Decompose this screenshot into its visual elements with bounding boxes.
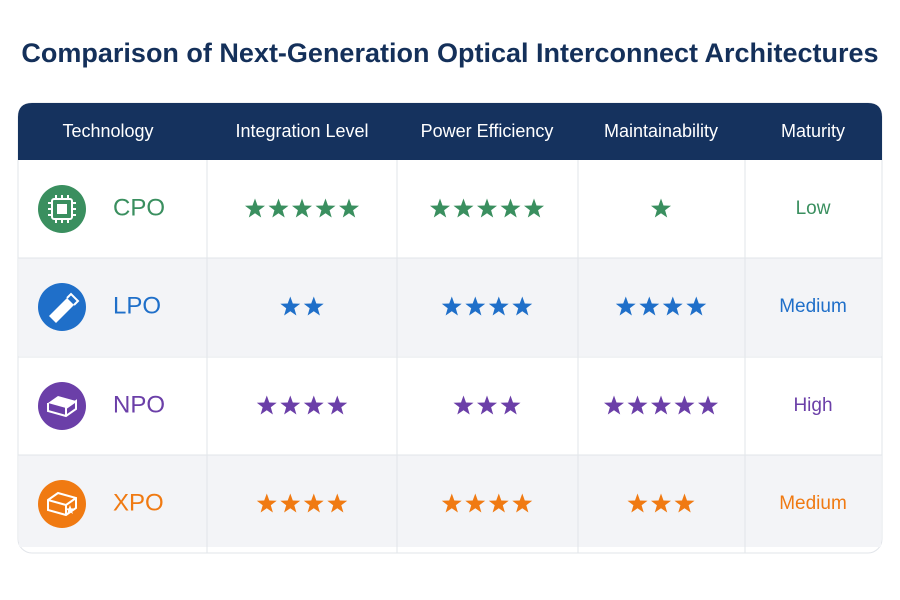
rating-star — [662, 296, 683, 316]
column-header: Technology — [62, 121, 153, 141]
technology-icon — [38, 185, 86, 233]
column-header: Maturity — [781, 121, 845, 141]
column-header: Power Efficiency — [421, 121, 554, 141]
maturity-label: Medium — [779, 493, 847, 514]
rating-star — [256, 493, 277, 513]
rating-star — [280, 296, 301, 316]
maturity-label: High — [793, 395, 832, 416]
row-background — [19, 160, 881, 258]
icon-shape — [48, 195, 76, 223]
rating-star — [500, 395, 521, 415]
rating-star — [303, 395, 324, 415]
icon-shape — [47, 491, 77, 517]
table-header — [18, 103, 882, 160]
icon-shape — [65, 505, 75, 514]
rating-star — [627, 395, 648, 415]
rating-star — [245, 198, 265, 218]
technology-icon — [38, 283, 86, 331]
icon-shape — [66, 292, 80, 306]
row-background — [19, 357, 881, 455]
rating-star — [268, 198, 289, 218]
technology-name: LPO — [113, 292, 161, 319]
rating-star — [651, 395, 671, 415]
rating-star — [615, 296, 636, 316]
rating-star — [339, 198, 359, 218]
technology-name: CPO — [113, 194, 165, 221]
rating-star — [512, 296, 533, 316]
rating-star — [256, 395, 277, 415]
rating-star — [441, 296, 462, 316]
technology-icon — [38, 382, 86, 430]
rating-star — [674, 395, 695, 415]
rating-star — [477, 198, 497, 218]
column-header: Integration Level — [235, 121, 368, 141]
page-title: Comparison of Next-Generation Optical In… — [21, 38, 878, 68]
rating-star — [500, 198, 521, 218]
rating-star — [292, 198, 312, 218]
technology-icon — [38, 480, 86, 528]
rating-star — [465, 493, 486, 513]
icon-shape — [48, 195, 76, 223]
rating-star — [488, 296, 509, 316]
rating-star — [512, 493, 533, 513]
maturity-label: Medium — [779, 296, 847, 317]
rating-star — [430, 198, 450, 218]
rating-star — [686, 296, 707, 316]
rating-star — [327, 493, 348, 513]
rating-star — [524, 198, 544, 218]
rating-star — [327, 395, 348, 415]
icon-shape — [57, 204, 67, 214]
maturity-label: Low — [796, 198, 831, 219]
rating-star — [488, 493, 509, 513]
rating-star — [465, 296, 486, 316]
rating-star — [674, 493, 695, 513]
technology-name: XPO — [113, 489, 164, 516]
rating-star — [604, 395, 624, 415]
rating-star — [627, 493, 648, 513]
rating-star — [303, 296, 324, 316]
column-header: Maintainability — [604, 121, 718, 141]
rating-star — [477, 395, 497, 415]
rating-star — [453, 198, 474, 218]
rating-star — [651, 493, 671, 513]
rating-star — [315, 198, 336, 218]
rating-star — [280, 493, 301, 513]
rating-star — [698, 395, 718, 415]
rating-star — [639, 296, 660, 316]
rating-star — [651, 198, 671, 218]
rating-star — [453, 395, 474, 415]
rating-star — [303, 493, 324, 513]
icon-shape — [47, 399, 77, 418]
rating-star — [280, 395, 301, 415]
icon-shape — [48, 195, 76, 223]
icon-shape — [49, 298, 74, 323]
technology-name: NPO — [113, 391, 165, 418]
rating-star — [441, 493, 462, 513]
